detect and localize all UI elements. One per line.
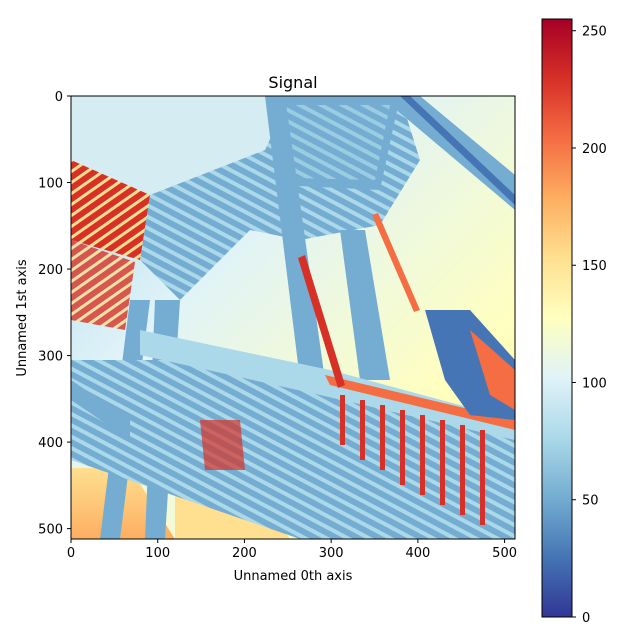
x-tick-label: 0 (67, 546, 75, 561)
chart-title: Signal (268, 73, 317, 92)
x-tick-label: 200 (232, 546, 257, 561)
colorbar-tick-label: 250 (582, 25, 607, 40)
x-tick-label: 500 (492, 546, 517, 561)
y-tick-label: 300 (38, 350, 63, 365)
heatmap-image (71, 96, 515, 539)
y-tick-label: 0 (55, 90, 63, 105)
plot-frame (70, 95, 516, 540)
x-axis-title: Unnamed 0th axis (234, 569, 353, 584)
y-axis-ticks: 0 100 200 300 400 500 (38, 90, 71, 538)
colorbar-tick-label: 150 (582, 259, 607, 274)
colorbar (541, 18, 573, 618)
x-tick-label: 300 (319, 546, 344, 561)
colorbar-tick-label: 100 (582, 376, 607, 391)
y-tick-label: 500 (38, 523, 63, 538)
y-tick-label: 200 (38, 263, 63, 278)
x-tick-label: 100 (145, 546, 170, 561)
colorbar-tick-label: 0 (582, 611, 590, 626)
y-tick-label: 100 (38, 177, 63, 192)
y-tick-label: 400 (38, 436, 63, 451)
x-axis-ticks: 0 100 200 300 400 500 (67, 539, 517, 561)
colorbar-tick-label: 50 (582, 494, 599, 509)
colorbar-tick-label: 200 (582, 142, 607, 157)
colorbar-ticks: 0 50 100 150 200 250 (572, 25, 607, 626)
x-tick-label: 400 (405, 546, 430, 561)
y-axis-title: Unnamed 1st axis (15, 259, 30, 377)
